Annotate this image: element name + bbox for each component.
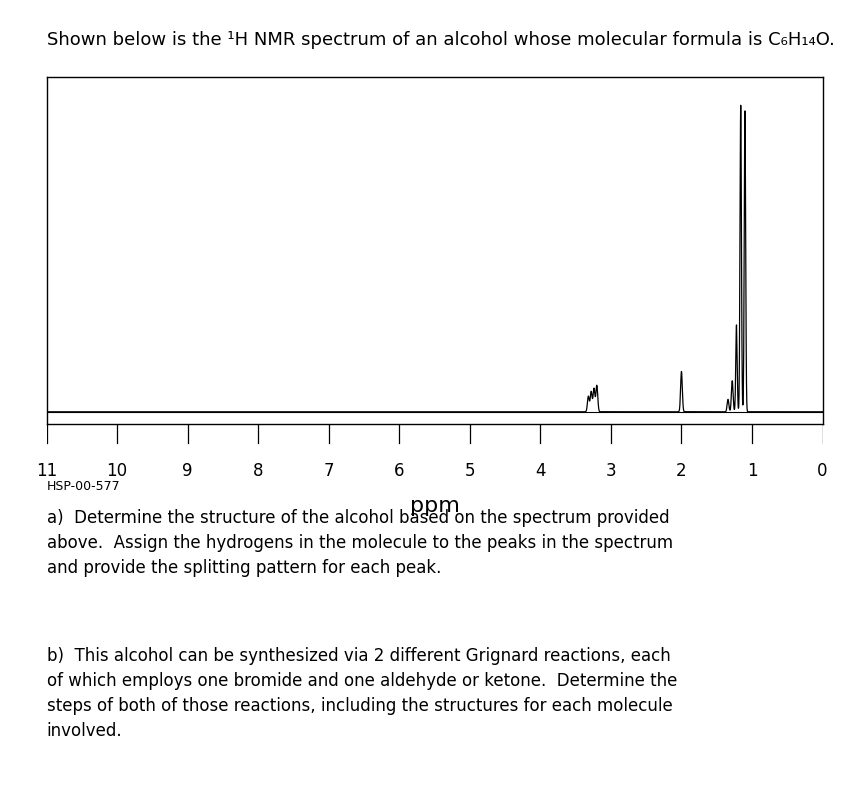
Text: 8: 8 bbox=[253, 462, 264, 480]
Text: 3: 3 bbox=[605, 462, 616, 480]
Text: a)  Determine the structure of the alcohol based on the spectrum provided
above.: a) Determine the structure of the alcoho… bbox=[47, 509, 672, 577]
Text: b)  This alcohol can be synthesized via 2 different Grignard reactions, each
of : b) This alcohol can be synthesized via 2… bbox=[47, 646, 677, 739]
Text: ppm: ppm bbox=[410, 496, 460, 516]
Text: 6: 6 bbox=[394, 462, 404, 480]
Text: 7: 7 bbox=[324, 462, 334, 480]
Text: 0: 0 bbox=[817, 462, 828, 480]
Text: 5: 5 bbox=[465, 462, 475, 480]
Text: 10: 10 bbox=[107, 462, 128, 480]
Text: HSP-00-577: HSP-00-577 bbox=[47, 480, 120, 493]
Text: Shown below is the ¹H NMR spectrum of an alcohol whose molecular formula is C₆H₁: Shown below is the ¹H NMR spectrum of an… bbox=[47, 32, 834, 49]
Text: 1: 1 bbox=[747, 462, 757, 480]
Text: 9: 9 bbox=[182, 462, 193, 480]
Text: 4: 4 bbox=[535, 462, 545, 480]
Text: 11: 11 bbox=[36, 462, 58, 480]
Text: 2: 2 bbox=[676, 462, 687, 480]
